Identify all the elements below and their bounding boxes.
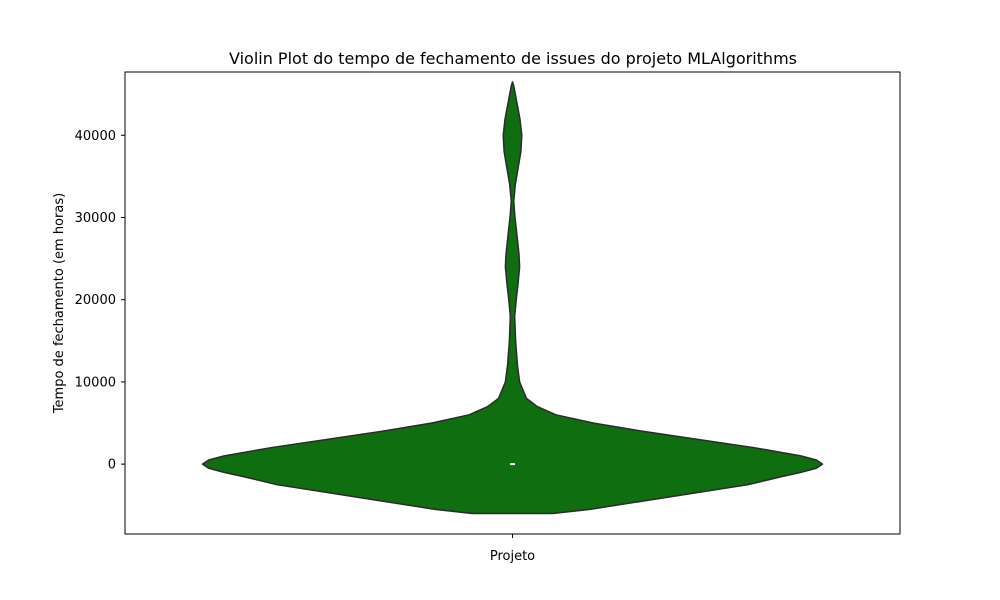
x-tick-label: Projeto — [490, 549, 535, 564]
median-marker — [510, 463, 515, 466]
y-axis: 0 10000 20000 30000 40000 — [75, 129, 125, 473]
y-tick-label: 0 — [108, 458, 116, 473]
y-axis-label: Tempo de fechamento (em horas) — [52, 193, 67, 414]
plot-area — [124, 71, 901, 535]
y-tick-label: 20000 — [75, 293, 116, 308]
violin-body — [201, 81, 824, 515]
x-axis: Projeto — [490, 534, 535, 564]
y-tick-label: 40000 — [75, 129, 116, 144]
y-tick-label: 10000 — [75, 375, 116, 390]
y-tick-label: 30000 — [75, 211, 116, 226]
chart-title: Violin Plot do tempo de fechamento de is… — [229, 49, 797, 68]
